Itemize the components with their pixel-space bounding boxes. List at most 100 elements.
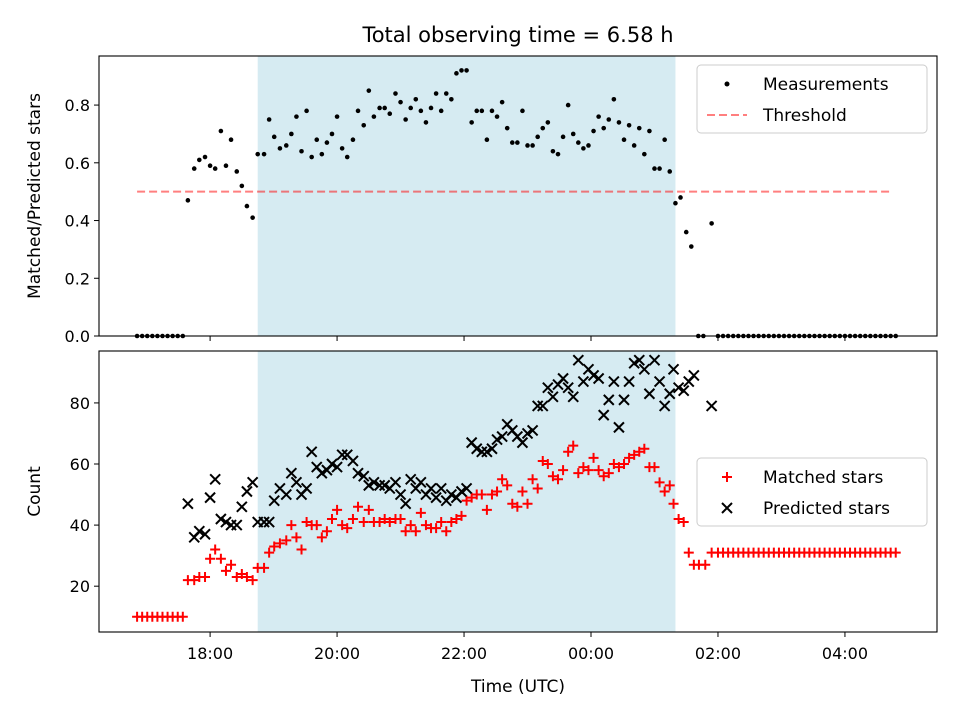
data-point-matched bbox=[395, 513, 406, 524]
data-point-predicted bbox=[430, 491, 442, 504]
data-point-matched bbox=[613, 462, 624, 473]
data-point-measurement bbox=[535, 134, 540, 140]
axes-frame bbox=[98, 55, 938, 337]
data-point-predicted bbox=[215, 513, 227, 525]
data-point-measurement bbox=[504, 125, 510, 131]
data-point-measurement bbox=[244, 203, 250, 209]
data-point-measurement bbox=[601, 125, 607, 131]
data-point-matched bbox=[664, 480, 675, 491]
bottom-panel-counts: 20 40 60 80 18:00 20:00 22:00 00:00 02:00 04:00 Co… bbox=[25, 350, 938, 697]
data-point-measurement bbox=[304, 108, 309, 114]
data-point-predicted bbox=[285, 467, 298, 479]
data-point-measurement bbox=[250, 215, 255, 220]
data-point-matched bbox=[563, 446, 574, 457]
data-point-predicted bbox=[526, 424, 539, 437]
data-point-matched bbox=[552, 474, 563, 485]
data-point-predicted bbox=[352, 467, 364, 479]
data-point-matched bbox=[502, 480, 513, 491]
data-point-matched bbox=[210, 544, 221, 555]
legend-marker-measurement bbox=[724, 81, 730, 87]
data-point-measurement bbox=[355, 108, 361, 114]
data-point-measurement bbox=[366, 88, 372, 93]
data-point-measurement bbox=[489, 108, 495, 114]
data-point-measurement bbox=[185, 198, 191, 203]
data-point-measurement bbox=[657, 166, 662, 171]
data-point-matched bbox=[296, 544, 307, 555]
data-point-predicted bbox=[628, 357, 640, 369]
data-point-predicted bbox=[347, 455, 359, 467]
data-point-matched bbox=[517, 486, 528, 497]
data-point-predicted bbox=[331, 461, 343, 473]
data-point-measurement bbox=[616, 120, 622, 125]
data-point-measurement bbox=[202, 154, 208, 160]
data-point-predicted bbox=[220, 516, 232, 528]
data-point-measurement bbox=[454, 71, 459, 76]
data-point-matched bbox=[400, 526, 411, 537]
data-point-measurement bbox=[570, 131, 576, 137]
data-point-matched bbox=[542, 459, 553, 470]
data-point-predicted bbox=[603, 394, 615, 406]
data-point-matched bbox=[241, 572, 252, 583]
data-point-predicted bbox=[557, 372, 569, 385]
data-point-predicted bbox=[399, 498, 412, 510]
data-point-matched bbox=[537, 455, 548, 466]
data-point-matched bbox=[481, 504, 492, 515]
data-point-measurement bbox=[515, 140, 520, 145]
data-point-matched bbox=[281, 535, 292, 546]
data-point-measurement bbox=[525, 143, 530, 148]
data-point-measurement bbox=[642, 151, 647, 157]
data-point-measurement bbox=[667, 169, 673, 174]
data-point-measurement bbox=[413, 96, 419, 102]
x-tick-label: 00:00 bbox=[568, 644, 614, 663]
data-point-measurement bbox=[673, 200, 678, 206]
data-point-measurement bbox=[261, 151, 267, 157]
y-tick-label: 40 bbox=[70, 516, 90, 535]
data-point-matched bbox=[461, 495, 472, 506]
data-point-matched bbox=[522, 498, 533, 509]
data-point-predicted bbox=[373, 479, 386, 492]
data-point-predicted bbox=[677, 384, 690, 397]
data-point-predicted bbox=[633, 354, 645, 366]
data-point-measurement bbox=[207, 163, 213, 168]
data-point-measurement bbox=[464, 68, 469, 73]
data-point-predicted bbox=[562, 381, 574, 394]
data-point-matched bbox=[274, 538, 285, 549]
data-point-measurement bbox=[255, 151, 261, 157]
data-point-predicted bbox=[648, 354, 661, 366]
data-point-matched bbox=[259, 562, 270, 573]
data-point-matched bbox=[654, 477, 665, 488]
data-point-predicted bbox=[378, 479, 391, 492]
data-point-matched bbox=[456, 510, 467, 521]
data-point-measurement bbox=[309, 154, 314, 160]
data-point-matched bbox=[608, 459, 619, 470]
data-point-matched bbox=[573, 468, 584, 479]
data-point-matched bbox=[431, 523, 442, 534]
data-point-matched bbox=[578, 462, 589, 473]
data-point-matched bbox=[568, 440, 579, 451]
data-point-matched bbox=[236, 568, 247, 579]
data-point-matched bbox=[353, 501, 364, 512]
data-point-predicted bbox=[672, 381, 685, 394]
data-point-matched bbox=[446, 517, 457, 528]
data-point-matched bbox=[629, 449, 640, 460]
y-tick-label: 0.0 bbox=[65, 327, 90, 346]
data-point-predicted bbox=[263, 516, 275, 528]
data-point-matched bbox=[415, 507, 426, 518]
data-point-measurement bbox=[550, 148, 556, 154]
data-point-measurement bbox=[596, 114, 601, 119]
legend: Measurements Threshold bbox=[696, 64, 928, 134]
data-point-measurement bbox=[540, 125, 546, 131]
data-point-matched bbox=[639, 443, 650, 454]
data-point-matched bbox=[649, 462, 660, 473]
data-point-predicted bbox=[199, 528, 211, 540]
data-point-measurement bbox=[545, 120, 551, 125]
data-point-matched bbox=[634, 446, 645, 457]
data-point-predicted bbox=[358, 470, 370, 482]
data-point-predicted bbox=[300, 482, 313, 495]
data-point-predicted bbox=[363, 479, 375, 492]
data-point-predicted bbox=[182, 498, 194, 510]
data-point-measurement bbox=[428, 105, 434, 111]
data-point-matched bbox=[200, 572, 211, 583]
data-point-matched bbox=[700, 559, 711, 570]
data-point-matched bbox=[316, 532, 327, 543]
